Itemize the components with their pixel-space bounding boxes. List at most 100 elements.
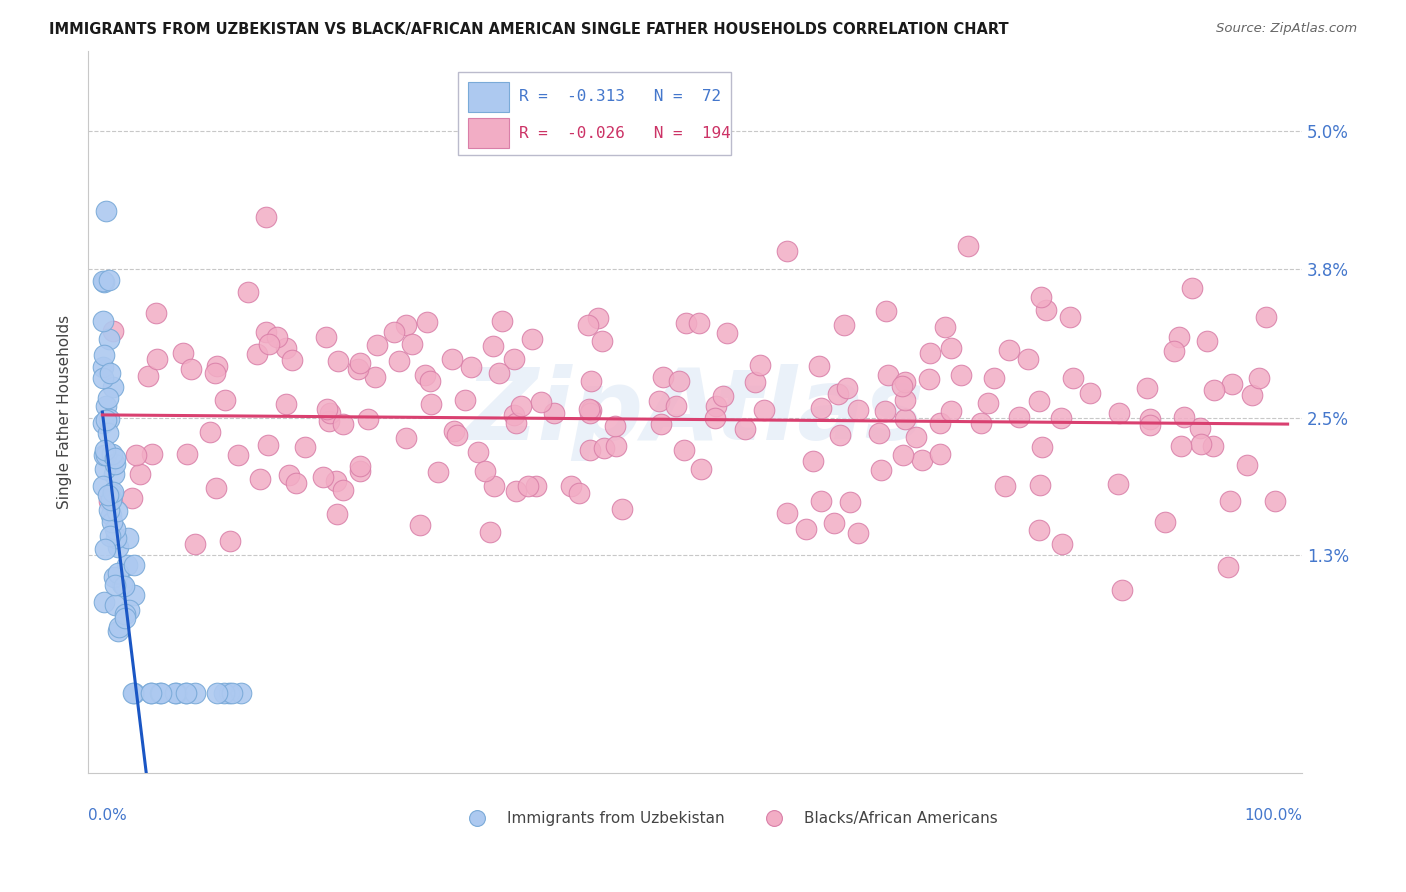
Point xyxy=(1163,343,1185,358)
Point xyxy=(326,507,349,521)
Point xyxy=(229,686,252,700)
Point xyxy=(277,467,299,482)
Point xyxy=(744,375,766,389)
Point xyxy=(101,487,124,501)
Point xyxy=(893,412,915,426)
Point xyxy=(1007,409,1029,424)
Point xyxy=(97,332,120,346)
Point xyxy=(122,558,145,572)
Point xyxy=(875,303,897,318)
Point xyxy=(454,392,477,407)
Point xyxy=(1241,388,1264,402)
Point xyxy=(482,339,505,353)
Point xyxy=(956,238,979,252)
Point xyxy=(776,244,799,259)
Point xyxy=(1189,437,1212,451)
Point xyxy=(893,376,915,390)
Point xyxy=(530,395,553,409)
Point xyxy=(1254,310,1277,325)
Point xyxy=(93,442,115,457)
Point xyxy=(689,461,711,475)
Point xyxy=(1218,493,1240,508)
Point xyxy=(395,318,418,332)
Point xyxy=(388,353,411,368)
Point xyxy=(94,461,117,475)
Text: R =  -0.026   N =  194: R = -0.026 N = 194 xyxy=(519,127,731,141)
Point xyxy=(516,479,538,493)
Point xyxy=(1062,371,1084,385)
Point xyxy=(1035,303,1057,318)
Point xyxy=(918,346,941,360)
Point xyxy=(846,403,869,417)
Point xyxy=(869,463,891,477)
Point xyxy=(1078,386,1101,401)
Point xyxy=(593,441,616,455)
Point xyxy=(560,479,582,493)
Point xyxy=(98,494,121,508)
Point xyxy=(174,686,197,700)
Point xyxy=(446,427,468,442)
Point xyxy=(128,467,150,481)
Point xyxy=(1059,310,1081,324)
Point xyxy=(929,447,952,461)
Point xyxy=(1107,477,1129,491)
Point xyxy=(214,393,236,408)
Point xyxy=(207,686,229,700)
Y-axis label: Single Father Households: Single Father Households xyxy=(58,315,72,509)
FancyBboxPatch shape xyxy=(468,118,509,148)
Point xyxy=(101,324,124,338)
Point xyxy=(578,406,600,420)
Point xyxy=(139,686,162,700)
Point xyxy=(118,603,141,617)
Point xyxy=(274,397,297,411)
Point xyxy=(180,362,202,376)
Point xyxy=(505,416,527,430)
Point xyxy=(366,338,388,352)
Point xyxy=(522,333,544,347)
Point xyxy=(249,472,271,486)
Point xyxy=(1168,329,1191,343)
Point xyxy=(401,337,423,351)
Point xyxy=(1181,281,1204,295)
Point xyxy=(105,504,128,518)
Point xyxy=(928,417,950,431)
Point xyxy=(610,502,633,516)
Point xyxy=(97,488,120,502)
Point xyxy=(346,362,368,376)
Point xyxy=(218,534,240,549)
Point xyxy=(91,417,114,431)
Point xyxy=(257,438,280,452)
Point xyxy=(474,464,496,478)
Point xyxy=(734,422,756,436)
Point xyxy=(124,448,146,462)
Point xyxy=(949,368,972,382)
Point xyxy=(591,334,613,348)
Point xyxy=(441,351,464,366)
Point xyxy=(1031,440,1053,454)
Point xyxy=(112,579,135,593)
Point xyxy=(183,686,205,700)
Point xyxy=(488,366,510,380)
Point xyxy=(409,517,432,532)
Point xyxy=(419,374,441,388)
Point xyxy=(100,491,122,506)
Point xyxy=(1139,412,1161,426)
Point xyxy=(122,686,145,700)
Point xyxy=(704,411,727,425)
Point xyxy=(1028,523,1050,537)
Point xyxy=(873,404,896,418)
Text: R =  -0.313   N =  72: R = -0.313 N = 72 xyxy=(519,88,721,103)
Point xyxy=(281,353,304,368)
Point xyxy=(141,686,163,700)
Point xyxy=(294,441,316,455)
Point xyxy=(221,686,243,700)
Point xyxy=(823,516,845,530)
Point xyxy=(349,355,371,369)
Point xyxy=(212,686,235,700)
Point xyxy=(226,448,249,462)
Point xyxy=(579,402,602,417)
Point xyxy=(318,413,340,427)
Point xyxy=(122,686,145,700)
Point xyxy=(94,413,117,427)
Point xyxy=(891,378,914,392)
